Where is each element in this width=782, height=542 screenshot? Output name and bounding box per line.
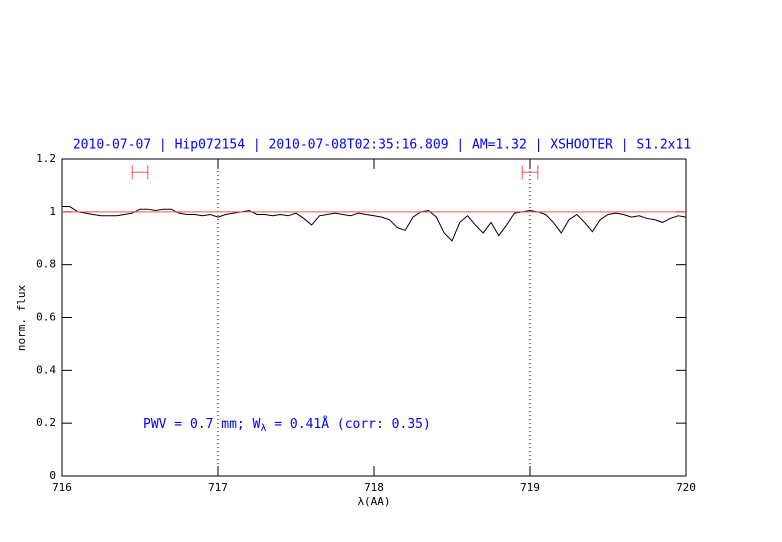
line-series bbox=[62, 206, 687, 242]
annotation-part: PWV = 0.7 mm; W bbox=[143, 417, 261, 432]
annotation-subscript: λ bbox=[260, 423, 266, 434]
y-tick-label: 0.2 bbox=[36, 416, 56, 429]
y-tick-label: 0 bbox=[49, 469, 56, 482]
x-tick-label: 716 bbox=[52, 481, 72, 494]
chart-title: 2010-07-07 | Hip072154 | 2010-07-08T02:3… bbox=[73, 138, 691, 153]
x-tick-label: 717 bbox=[208, 481, 228, 494]
y-tick-label: 1.2 bbox=[36, 152, 56, 165]
annotation: PWV = 0.7 mm; Wλ = 0.41Å (corr: 0.35) bbox=[143, 416, 431, 435]
x-tick-label: 720 bbox=[676, 481, 696, 494]
x-tick-label: 719 bbox=[520, 481, 540, 494]
y-tick-label: 0.4 bbox=[36, 363, 56, 376]
fit-range bbox=[131, 165, 149, 180]
x-axis-label: λ(AA) bbox=[357, 495, 390, 508]
y-axis-label: norm. flux bbox=[15, 285, 28, 352]
y-tick-label: 0.6 bbox=[36, 311, 56, 324]
x-tick-label: 718 bbox=[364, 481, 384, 494]
fit-range bbox=[521, 165, 539, 180]
annotation-part: = 0.41Å (corr: 0.35) bbox=[266, 416, 430, 432]
y-tick-label: 1 bbox=[49, 205, 56, 218]
y-tick-label: 0.8 bbox=[36, 258, 56, 271]
